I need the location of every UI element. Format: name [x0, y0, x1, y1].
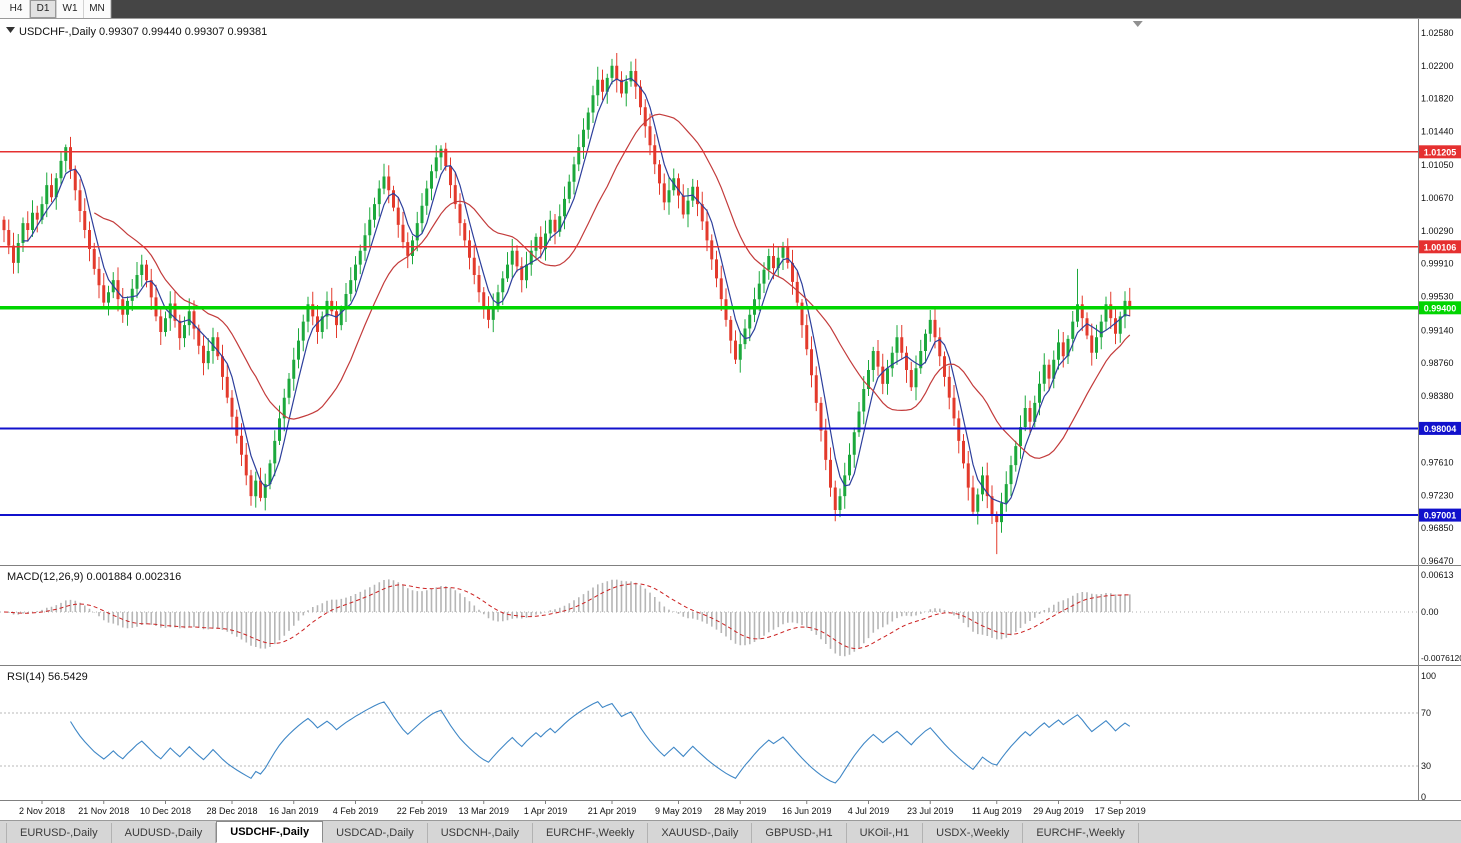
- chart-tab-usdcad-daily[interactable]: USDCAD-,Daily: [323, 823, 428, 843]
- date-label: 4 Feb 2019: [333, 806, 379, 816]
- date-label: 2 Nov 2018: [19, 806, 65, 816]
- date-label: 29 Aug 2019: [1033, 806, 1084, 816]
- chart-dropdown-icon[interactable]: [6, 27, 15, 33]
- chart-tab-eurusd-daily[interactable]: EURUSD-,Daily: [6, 823, 112, 843]
- macd-signal-line: [3, 583, 1130, 650]
- main-price-panel: [0, 18, 1418, 565]
- chart-tab-xauusd-daily[interactable]: XAUUSD-,Daily: [648, 823, 753, 843]
- price-tick: 0.97610: [1421, 458, 1454, 468]
- chart-tab-usdx-weekly[interactable]: USDX-,Weekly: [923, 823, 1024, 843]
- rsi-axis-label: 70: [1421, 708, 1431, 718]
- price-label-box-0.97001: [1419, 508, 1461, 522]
- price-tick: 0.99910: [1421, 259, 1454, 269]
- top-toolbar: H4 D1 W1 MN: [0, 0, 1461, 18]
- timeframe-button-h4[interactable]: H4: [3, 0, 30, 18]
- time-axis[interactable]: [0, 801, 1461, 820]
- price-tick: 1.01820: [1421, 94, 1454, 104]
- macd-axis-label: 0.00: [1421, 607, 1439, 617]
- chart-tab-usdchf-daily[interactable]: USDCHF-,Daily: [216, 821, 324, 843]
- price-tick: 1.02580: [1421, 28, 1454, 38]
- macd-histogram: [8, 579, 1131, 657]
- price-label-text: 0.97001: [1424, 511, 1457, 521]
- moving-average-fast: [23, 77, 1130, 505]
- chart-title: USDCHF-,Daily 0.99307 0.99440 0.99307 0.…: [19, 26, 267, 38]
- chart-plot-area[interactable]: [0, 18, 1418, 565]
- rsi-axis-label: 100: [1421, 671, 1436, 681]
- axes-layer: 1.02580 1.02200 1.01820 1.01440 1.01050 1.006…: [0, 18, 1461, 820]
- rsi-label: RSI(14) 56.5429: [7, 671, 88, 683]
- chart-tab-bar: EURUSD-,Daily AUDUSD-,Daily USDCHF-,Daily U…: [0, 820, 1461, 843]
- chart-tab-audusd-daily[interactable]: AUDUSD-,Daily: [112, 823, 217, 843]
- date-label: 11 Aug 2019: [972, 806, 1022, 816]
- chart-tab-gbpusd-h1[interactable]: GBPUSD-,H1: [752, 823, 847, 843]
- timeframe-button-w1[interactable]: W1: [57, 0, 84, 18]
- date-label: 10 Dec 2018: [140, 806, 191, 816]
- date-label: 4 Jul 2019: [848, 806, 890, 816]
- date-label: 28 Dec 2018: [206, 806, 257, 816]
- moving-average-slow: [93, 113, 1131, 459]
- date-label: 23 Jul 2019: [907, 806, 954, 816]
- timeframe-button-d1[interactable]: D1: [30, 0, 57, 18]
- price-label-box-0.98004: [1419, 421, 1461, 435]
- date-label: 16 Jan 2019: [269, 806, 319, 816]
- price-tick: 1.01050: [1421, 160, 1454, 170]
- date-label: 28 May 2019: [714, 806, 766, 816]
- rsi-panel: [0, 701, 1418, 784]
- timeframe-toolbar: H4 D1 W1 MN: [0, 0, 111, 18]
- toolbar-dark-area: [111, 0, 1461, 18]
- price-label-box-1.01205: [1419, 145, 1461, 159]
- chart-tab-eurchf-weekly[interactable]: EURCHF-,Weekly: [533, 823, 649, 843]
- chart-tab-ukoil-h1[interactable]: UKOil-,H1: [847, 823, 924, 843]
- price-label-text: 1.01205: [1424, 147, 1457, 157]
- macd-label: MACD(12,26,9) 0.001884 0.002316: [7, 571, 181, 583]
- price-label-box-1.00106: [1419, 240, 1461, 254]
- price-tick: 1.00290: [1421, 226, 1454, 236]
- date-label: 21 Nov 2018: [78, 806, 129, 816]
- chart-tab-usdcnh-daily[interactable]: USDCNH-,Daily: [428, 823, 533, 843]
- price-tick: 0.99530: [1421, 292, 1454, 302]
- price-tick: 0.99140: [1421, 325, 1454, 335]
- macd-axis-label: -0.0076120: [1421, 653, 1461, 663]
- price-tick: 1.02200: [1421, 61, 1454, 71]
- date-label: 21 Apr 2019: [588, 806, 637, 816]
- date-label: 17 Sep 2019: [1095, 806, 1146, 816]
- date-label: 16 Jun 2019: [782, 806, 832, 816]
- date-label: 9 May 2019: [655, 806, 702, 816]
- price-label-box-0.99400: [1419, 301, 1461, 315]
- macd-axis-label: 0.00613: [1421, 570, 1454, 580]
- date-label: 22 Feb 2019: [397, 806, 448, 816]
- chart-canvas: 1.02580 1.02200 1.01820 1.01440 1.01050 1.006…: [0, 18, 1461, 820]
- macd-panel: [0, 579, 1418, 657]
- price-tick: 0.97230: [1421, 490, 1454, 500]
- price-tick: 0.96470: [1421, 556, 1454, 566]
- date-label: 13 Mar 2019: [459, 806, 510, 816]
- price-tick: 1.01440: [1421, 127, 1454, 137]
- price-tick: 0.98760: [1421, 358, 1454, 368]
- chart-tab-eurchf-weekly[interactable]: EURCHF-,Weekly: [1023, 823, 1139, 843]
- price-tick: 0.96850: [1421, 523, 1454, 533]
- timeframe-button-mn[interactable]: MN: [84, 0, 111, 18]
- rsi-axis-label: 0: [1421, 792, 1426, 802]
- chart-shift-marker[interactable]: [1132, 21, 1143, 27]
- date-label: 1 Apr 2019: [524, 806, 568, 816]
- price-tick: 0.98380: [1421, 391, 1454, 401]
- rsi-axis-label: 30: [1421, 761, 1431, 771]
- price-label-text: 1.00106: [1424, 242, 1457, 252]
- rsi-line: [70, 701, 1131, 784]
- price-label-text: 0.98004: [1424, 424, 1457, 434]
- price-tick: 1.00670: [1421, 193, 1454, 203]
- price-label-text: 0.99400: [1424, 303, 1457, 313]
